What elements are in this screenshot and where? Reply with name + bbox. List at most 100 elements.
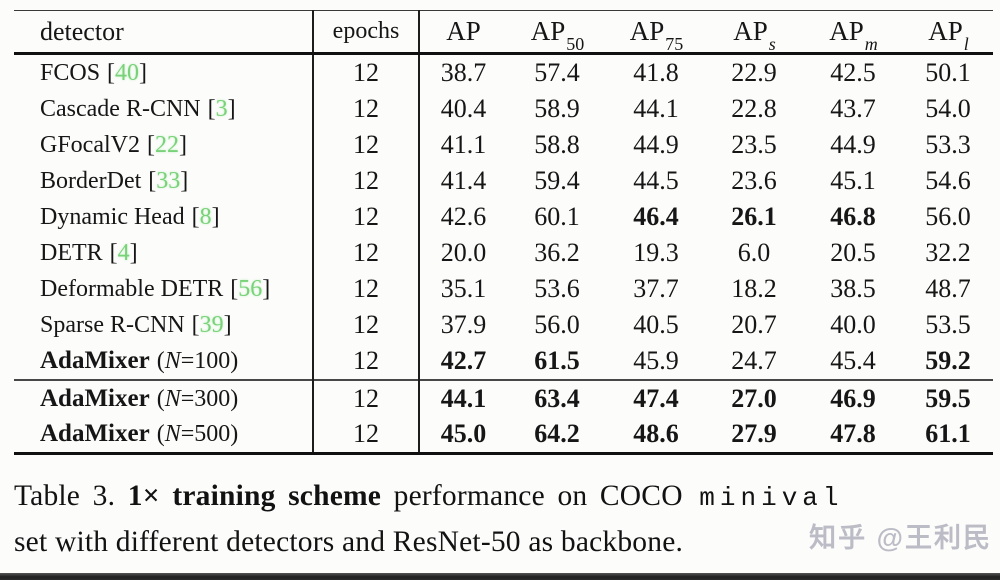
metric-value-cell: 58.9 xyxy=(534,94,580,123)
paren-open: ( xyxy=(156,385,165,412)
citation-link[interactable]: 3 xyxy=(215,95,228,122)
metric-value-cell: 45.9 xyxy=(633,346,679,375)
detector-name: AdaMixer xyxy=(40,347,150,374)
citation: [4] xyxy=(110,240,138,266)
metric-value-cell: 58.8 xyxy=(534,130,580,159)
citation-link[interactable]: 4 xyxy=(117,239,130,266)
col-header-ap: AP xyxy=(419,10,507,55)
paren-open: ( xyxy=(156,348,165,374)
metric-value-cell: 59.5 xyxy=(903,379,993,416)
detector-cell: Cascade R-CNN [3] xyxy=(14,91,313,127)
metric-label: AP xyxy=(530,16,566,46)
table-row: BorderDet [33] 12 41.4 59.4 44.5 23.6 45.1 54.6 xyxy=(14,163,993,199)
detector-cell: AdaMixer (N=500) xyxy=(14,416,313,454)
table-row: Cascade R-CNN [3] 12 40.4 58.9 44.1 22.8 43.7 54… xyxy=(14,91,993,127)
metric-value-cell: 22.9 xyxy=(731,58,777,87)
metric-value-cell: 27.0 xyxy=(705,379,803,416)
results-table-container: detector epochs AP AP50 AP75 APs APm APl… xyxy=(14,10,993,455)
epochs-cell: 12 xyxy=(312,271,420,307)
paren-open: ( xyxy=(156,421,165,447)
table-row: DETR [4] 12 20.0 36.2 19.3 6.0 20.5 32.2 xyxy=(14,235,993,271)
citation-link[interactable]: 39 xyxy=(199,311,224,338)
epochs-cell: 12 xyxy=(312,416,420,454)
metric-value-cell: 37.9 xyxy=(440,310,487,339)
n-value: =100) xyxy=(180,348,239,374)
detector-name: DETR xyxy=(40,239,103,266)
metric-value-cell: 57.4 xyxy=(534,58,580,87)
table-row: Dynamic Head [8] 12 42.6 60.1 46.4 26.1 46.8 56.… xyxy=(14,199,993,235)
caption-text: performance on COCO xyxy=(393,480,683,512)
detector-name: Sparse R-CNN xyxy=(40,311,185,338)
detector-name: Cascade R-CNN xyxy=(40,95,201,122)
col-header-ap75: AP75 xyxy=(607,10,705,55)
citation: [22] xyxy=(147,132,187,158)
n-value: =300) xyxy=(180,385,239,412)
metric-value-cell: 18.2 xyxy=(731,274,777,303)
metric-value-cell: 53.6 xyxy=(534,274,580,303)
citation-link[interactable]: 8 xyxy=(199,203,212,230)
caption-prefix: Table 3. xyxy=(14,480,116,512)
metric-value-cell: 54.6 xyxy=(925,166,971,195)
metric-value-cell: 23.5 xyxy=(731,130,777,159)
citation-bracket: ] xyxy=(227,95,236,122)
epochs-cell: 12 xyxy=(312,53,420,91)
citation: [40] xyxy=(107,60,147,86)
results-table: detector epochs AP AP50 AP75 APs APm APl… xyxy=(14,10,993,455)
n-symbol: N xyxy=(164,385,181,412)
citation-link[interactable]: 56 xyxy=(238,275,263,302)
query-count-suffix: (N=500) xyxy=(157,421,239,447)
metric-label: AP xyxy=(733,16,768,46)
table-row: GFocalV2 [22] 12 41.1 58.8 44.9 23.5 44.9 53.3 xyxy=(14,127,993,163)
detector-name: AdaMixer xyxy=(40,384,150,412)
metric-value-cell: 27.9 xyxy=(731,419,777,448)
detector-name: FCOS xyxy=(40,59,101,86)
citation-bracket: [ xyxy=(207,95,216,122)
epochs-cell: 12 xyxy=(312,307,420,343)
table-caption: Table 3. 1× training scheme performance … xyxy=(14,480,999,558)
metric-value-cell: 38.7 xyxy=(440,58,487,87)
detector-cell: GFocalV2 [22] xyxy=(14,127,313,163)
metric-value-cell: 61.5 xyxy=(534,346,580,375)
detector-name: AdaMixer xyxy=(40,420,150,447)
metric-value-cell: 59.2 xyxy=(925,346,971,375)
metric-value-cell: 59.4 xyxy=(534,166,580,195)
query-count-suffix: (N=100) xyxy=(157,348,239,374)
n-value: =500) xyxy=(180,421,239,447)
metric-value-cell: 63.4 xyxy=(507,379,607,416)
metric-value-cell: 47.8 xyxy=(830,419,876,448)
citation-link[interactable]: 33 xyxy=(156,167,181,194)
table-row: Sparse R-CNN [39] 12 37.9 56.0 40.5 20.7 40.0 53… xyxy=(14,307,993,343)
metric-value-cell: 60.1 xyxy=(534,202,580,231)
metric-value-cell: 46.4 xyxy=(633,202,679,231)
citation-link[interactable]: 22 xyxy=(154,131,179,158)
metric-value-cell: 20.7 xyxy=(731,310,777,339)
citation-link[interactable]: 40 xyxy=(115,59,140,86)
metric-value-cell: 41.4 xyxy=(440,166,487,195)
metric-value-cell: 41.8 xyxy=(633,58,679,87)
bottom-edge-band xyxy=(0,573,1000,580)
zhihu-watermark: 知乎 @王利民 xyxy=(809,523,992,553)
epochs-cell: 12 xyxy=(312,235,420,271)
table-row: FCOS [40] 12 38.7 57.4 41.8 22.9 42.5 50.1 xyxy=(14,53,993,91)
metric-value-cell: 20.5 xyxy=(830,238,876,267)
detector-cell: DETR [4] xyxy=(14,235,313,271)
metric-value-cell: 46.9 xyxy=(803,379,903,416)
metric-value-cell: 43.7 xyxy=(830,94,876,123)
citation: [56] xyxy=(230,276,270,302)
col-header-apm: APm xyxy=(803,10,903,55)
metric-value-cell: 22.8 xyxy=(731,94,777,123)
caption-mono-minival: minival xyxy=(699,483,844,513)
table-row: AdaMixer (N=300) 12 44.1 63.4 47.4 27.0 46.9 59.… xyxy=(14,379,993,416)
metric-value-cell: 48.6 xyxy=(633,419,679,448)
metric-subscript: 50 xyxy=(566,34,585,55)
metric-value-cell: 47.4 xyxy=(607,379,705,416)
metric-value-cell: 64.2 xyxy=(534,419,580,448)
metric-value-cell: 45.0 xyxy=(440,419,487,448)
metric-subscript: l xyxy=(963,34,969,55)
detector-cell: Dynamic Head [8] xyxy=(14,199,313,235)
col-header-aps: APs xyxy=(705,10,803,55)
epochs-cell: 12 xyxy=(312,91,420,127)
detector-cell: Deformable DETR [56] xyxy=(14,271,313,307)
metric-value-cell: 45.1 xyxy=(830,166,876,195)
citation-bracket: [ xyxy=(191,311,200,338)
